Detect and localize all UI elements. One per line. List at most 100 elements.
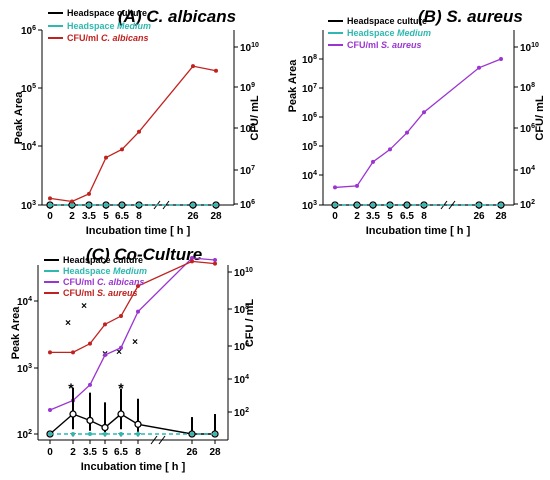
x-tick-label: 26 — [473, 211, 485, 222]
data-point-medium — [371, 203, 375, 207]
left-tick-label: 107 — [302, 83, 317, 95]
data-point-medium — [70, 203, 74, 207]
data-point-cfu_ca — [103, 353, 107, 358]
left-tick-label: 105 — [21, 83, 36, 95]
right-tick-label: 106 — [520, 123, 535, 135]
data-point-cfu_ca — [213, 257, 217, 262]
data-point-cfu — [191, 64, 195, 69]
data-point-cfu — [120, 147, 124, 152]
x-tick-label: 28 — [495, 211, 507, 222]
panel-b-series — [331, 57, 505, 209]
data-point-cfu — [87, 191, 91, 196]
data-point-culture — [86, 416, 94, 425]
data-point-medium — [48, 203, 52, 207]
data-point-cfu — [388, 147, 392, 152]
panel-c-x-ticks: 0 2 3.5 5 6.5 8 26 28 — [47, 435, 221, 458]
x-tick-label: 0 — [332, 211, 338, 222]
legend-label-culture: Headspace culture — [63, 255, 143, 265]
x-tick-label: 2 — [354, 211, 360, 222]
panel-c-xlabel: Incubation time [ h ] — [81, 461, 186, 473]
panel-a-title: (A) C. albicans — [118, 7, 236, 26]
data-point-medium — [48, 432, 52, 436]
data-point-medium — [499, 203, 503, 207]
right-tick-label: 1010 — [520, 42, 539, 54]
panel-b-title: (B) S. aureus — [418, 7, 523, 26]
right-tick-label: 1010 — [240, 42, 259, 54]
panel-b-legend: Headspace culture Headspace Medium CFU/m… — [328, 16, 431, 50]
legend-label-culture: Headspace culture — [67, 8, 147, 18]
data-point-cfu_sa — [48, 350, 52, 355]
panel-a-ylabel-left: Peak Area — [13, 91, 25, 145]
right-tick-label: 107 — [240, 165, 255, 177]
panel-b-ylabel-right: CFU/ mL — [534, 95, 546, 141]
right-tick-label: 104 — [520, 165, 535, 177]
data-point-culture — [117, 410, 125, 418]
data-point-medium — [104, 203, 108, 207]
x-tick-label: 6.5 — [114, 447, 128, 458]
panel-b: (B) S. aureus Peak Area CFU/ mL Incubati… — [287, 7, 546, 237]
x-tick-label: 5 — [102, 447, 108, 458]
legend-label-cfu: CFU/ml S. aureus — [347, 40, 422, 50]
data-point-medium — [214, 203, 218, 207]
data-point-cfu — [422, 110, 426, 115]
data-point-medium — [190, 432, 194, 436]
data-point-cfu_sa — [103, 322, 107, 327]
data-point-cfu_ca — [48, 408, 52, 413]
legend-label-cfu-calbicans: CFU/ml C. albicans — [63, 277, 145, 287]
panel-a-right-ticks: 106 107 108 109 1010 — [234, 42, 259, 211]
left-tick-label: 103 — [302, 200, 317, 212]
right-tick-label: 102 — [234, 407, 249, 419]
mean-marker: × — [132, 337, 138, 348]
data-point-medium — [119, 432, 123, 436]
data-point-cfu_ca — [136, 309, 140, 314]
left-tick-label: 104 — [302, 170, 317, 182]
x-tick-label: 8 — [136, 211, 142, 222]
left-tick-label: 104 — [17, 296, 32, 308]
significance-star-2h: * — [68, 380, 74, 396]
panel-a-ylabel-right: CFU/ mL — [249, 95, 261, 141]
x-tick-label: 5 — [387, 211, 393, 222]
right-tick-label: 1010 — [234, 267, 253, 279]
significance-star-6-5h: * — [118, 380, 124, 396]
data-point-cfu_sa — [213, 261, 217, 266]
data-point-cfu — [48, 196, 52, 201]
left-tick-label: 103 — [21, 200, 36, 212]
panel-b-left-ticks: 103 104 105 106 107 108 — [302, 54, 323, 212]
x-tick-label: 28 — [209, 447, 221, 458]
data-point-medium — [477, 203, 481, 207]
data-point-cfu — [405, 130, 409, 135]
data-point-culture — [69, 410, 77, 418]
data-point-culture — [101, 423, 109, 432]
series-line-cfu_ca — [49, 257, 216, 411]
left-tick-label: 105 — [302, 141, 317, 153]
right-tick-label: 109 — [240, 82, 255, 94]
data-point-medium — [88, 432, 92, 436]
panel-c-legend: Headspace culture Headspace Medium CFU/m… — [44, 255, 147, 298]
x-tick-label: 3.5 — [83, 447, 97, 458]
right-tick-label: 108 — [240, 123, 255, 135]
right-tick-label: 106 — [240, 199, 255, 211]
series-line-cfu — [334, 58, 502, 189]
data-point-medium — [136, 432, 140, 436]
x-tick-label: 6.5 — [400, 211, 414, 222]
left-tick-label: 103 — [17, 363, 32, 375]
data-point-cfu — [355, 183, 359, 188]
panel-c-title: (C) Co-Culture — [86, 245, 202, 264]
x-tick-label: 8 — [135, 447, 141, 458]
panel-c-right-ticks: 102 104 106 108 1010 — [228, 267, 253, 419]
right-tick-label: 102 — [520, 199, 535, 211]
panel-b-xlabel: Incubation time [ h ] — [366, 225, 471, 237]
panel-a-xlabel: Incubation time [ h ] — [86, 225, 191, 237]
right-tick-label: 108 — [520, 82, 535, 94]
panel-a-legend: Headspace culture Headspace Medium CFU/m… — [48, 8, 151, 43]
data-point-medium — [388, 203, 392, 207]
data-point-cfu_sa — [71, 350, 75, 355]
x-tick-label: 2 — [70, 447, 76, 458]
left-tick-label: 102 — [17, 429, 32, 441]
data-point-cfu_sa — [136, 284, 140, 289]
data-point-medium — [333, 203, 337, 207]
panel-c-mean-markers: ××××× — [47, 301, 141, 437]
right-tick-label: 104 — [234, 374, 249, 386]
legend-label-medium: Headspace Medium — [347, 28, 431, 38]
panel-a-series — [46, 64, 220, 209]
